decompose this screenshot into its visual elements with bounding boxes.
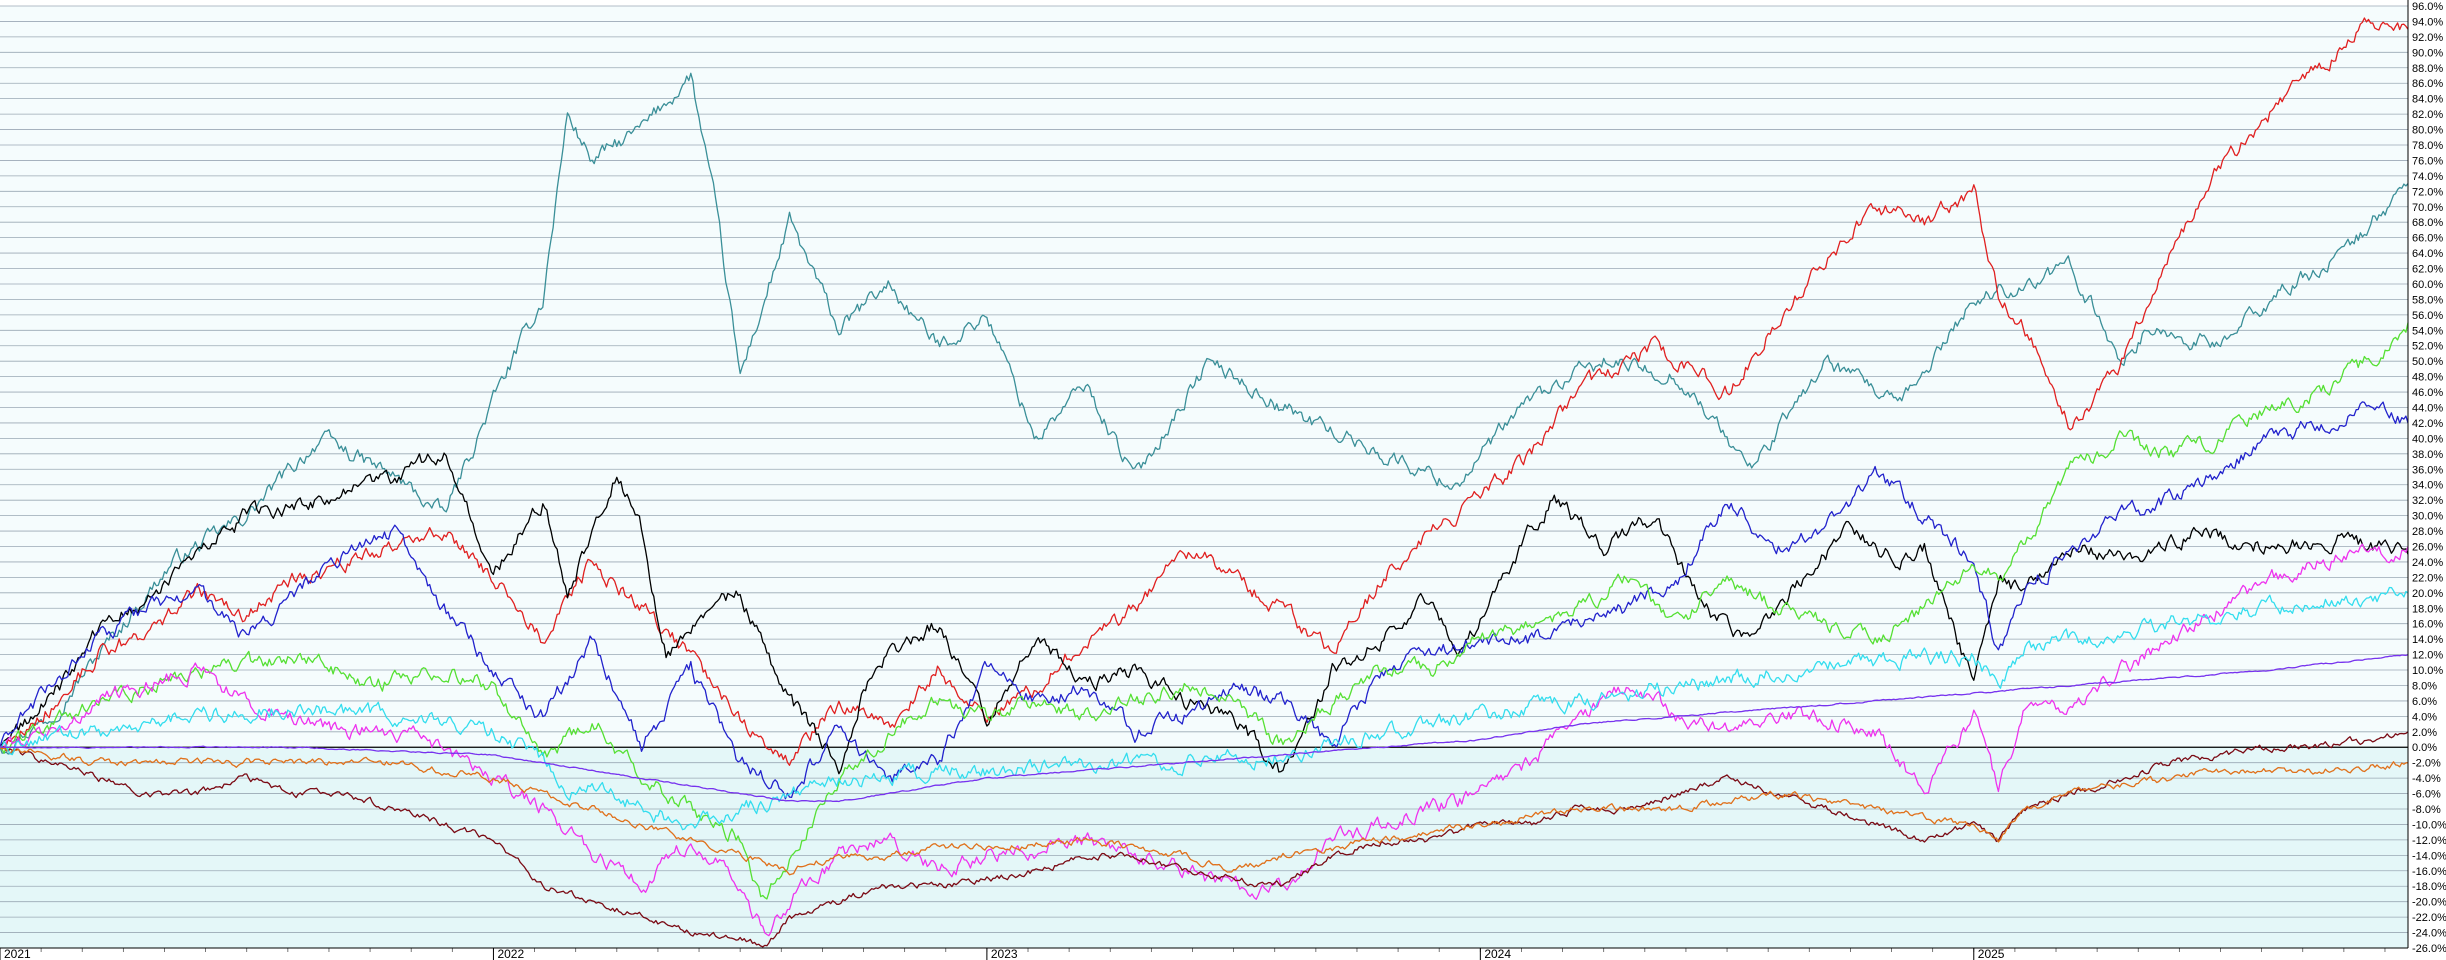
y-tick-label: -6.0% <box>2412 789 2441 801</box>
y-tick-label: 38.0% <box>2412 449 2443 461</box>
y-tick-label: 46.0% <box>2412 387 2443 399</box>
y-tick-label: 36.0% <box>2412 464 2443 476</box>
y-tick-label: 44.0% <box>2412 403 2443 415</box>
gridlines <box>0 5 2408 949</box>
series-line-9 <box>0 586 2409 831</box>
series-line-6 <box>0 543 2409 937</box>
y-tick-label: 84.0% <box>2412 94 2443 106</box>
y-tick-label: -2.0% <box>2412 758 2441 770</box>
x-axis-tick-labels: 2021 2022 2023 2024 2025 <box>4 947 2005 960</box>
y-tick-label: 6.0% <box>2412 696 2437 708</box>
y-tick-label: -10.0% <box>2412 819 2446 831</box>
y-tick-label: 16.0% <box>2412 619 2443 631</box>
y-tick-label: -18.0% <box>2412 881 2446 893</box>
y-tick-label: -20.0% <box>2412 897 2446 909</box>
y-tick-label: 62.0% <box>2412 264 2443 276</box>
y-tick-label: 24.0% <box>2412 557 2443 569</box>
y-tick-label: 58.0% <box>2412 294 2443 306</box>
y-tick-label: 20.0% <box>2412 588 2443 600</box>
y-tick-label: -4.0% <box>2412 773 2441 785</box>
y-tick-label: 82.0% <box>2412 109 2443 121</box>
y-tick-label: 40.0% <box>2412 433 2443 445</box>
y-tick-label: 64.0% <box>2412 248 2443 260</box>
x-tick-label: 2021 <box>4 947 31 960</box>
y-tick-label: -12.0% <box>2412 835 2446 847</box>
y-tick-label: 50.0% <box>2412 356 2443 368</box>
series-line-4 <box>0 401 2409 800</box>
x-tick-label: 2023 <box>991 947 1018 960</box>
y-tick-label: 48.0% <box>2412 372 2443 384</box>
series-line-5 <box>0 322 2409 900</box>
y-tick-label: 42.0% <box>2412 418 2443 430</box>
y-tick-label: -14.0% <box>2412 850 2446 862</box>
y-tick-label: 96.0% <box>2412 1 2443 13</box>
series-line-8 <box>0 746 2409 876</box>
series-line-2 <box>0 17 2409 766</box>
y-tick-label: 34.0% <box>2412 480 2443 492</box>
y-tick-label: 80.0% <box>2412 125 2443 137</box>
y-tick-label: 22.0% <box>2412 572 2443 584</box>
y-tick-label: -16.0% <box>2412 866 2446 878</box>
y-tick-label: 12.0% <box>2412 650 2443 662</box>
background-bands <box>0 6 2408 948</box>
y-tick-label: 78.0% <box>2412 140 2443 152</box>
y-tick-label: 70.0% <box>2412 202 2443 214</box>
series-lines <box>0 17 2409 948</box>
y-tick-label: 54.0% <box>2412 325 2443 337</box>
y-tick-label: 92.0% <box>2412 32 2443 44</box>
x-tick-label: 2025 <box>1978 947 2005 960</box>
y-tick-label: 18.0% <box>2412 603 2443 615</box>
y-tick-label: 72.0% <box>2412 186 2443 198</box>
y-tick-label: 56.0% <box>2412 310 2443 322</box>
y-tick-label: 8.0% <box>2412 680 2437 692</box>
x-tick-label: 2024 <box>1484 947 1511 960</box>
y-tick-label: 0.0% <box>2412 742 2437 754</box>
y-axis-tick-labels: 96.0% 94.0% 92.0% 90.0% 88.0% 86.0% 84.0% 82.0%… <box>2412 1 2446 955</box>
y-tick-label: 32.0% <box>2412 495 2443 507</box>
y-tick-label: -26.0% <box>2412 943 2446 955</box>
y-tick-label: -24.0% <box>2412 928 2446 940</box>
x-tick-label: 2022 <box>497 947 524 960</box>
y-tick-label: 10.0% <box>2412 665 2443 677</box>
y-tick-label: 74.0% <box>2412 171 2443 183</box>
y-tick-label: 28.0% <box>2412 526 2443 538</box>
y-tick-label: 52.0% <box>2412 341 2443 353</box>
series-line-1 <box>0 72 2409 755</box>
y-tick-label: 90.0% <box>2412 47 2443 59</box>
y-tick-label: 30.0% <box>2412 511 2443 523</box>
series-line-3 <box>0 452 2409 775</box>
y-tick-label: 2.0% <box>2412 727 2437 739</box>
y-tick-label: 94.0% <box>2412 16 2443 28</box>
y-tick-label: 66.0% <box>2412 233 2443 245</box>
y-tick-label: 68.0% <box>2412 217 2443 229</box>
y-tick-label: 60.0% <box>2412 279 2443 291</box>
y-tick-label: -8.0% <box>2412 804 2441 816</box>
y-tick-label: 86.0% <box>2412 78 2443 90</box>
y-tick-label: -22.0% <box>2412 912 2446 924</box>
y-tick-label: 4.0% <box>2412 711 2437 723</box>
series-line-10 <box>0 653 2409 803</box>
y-tick-label: 26.0% <box>2412 541 2443 553</box>
y-tick-label: 88.0% <box>2412 63 2443 75</box>
negative-region <box>0 747 2408 948</box>
y-tick-label: 14.0% <box>2412 634 2443 646</box>
y-tick-label: 76.0% <box>2412 155 2443 167</box>
